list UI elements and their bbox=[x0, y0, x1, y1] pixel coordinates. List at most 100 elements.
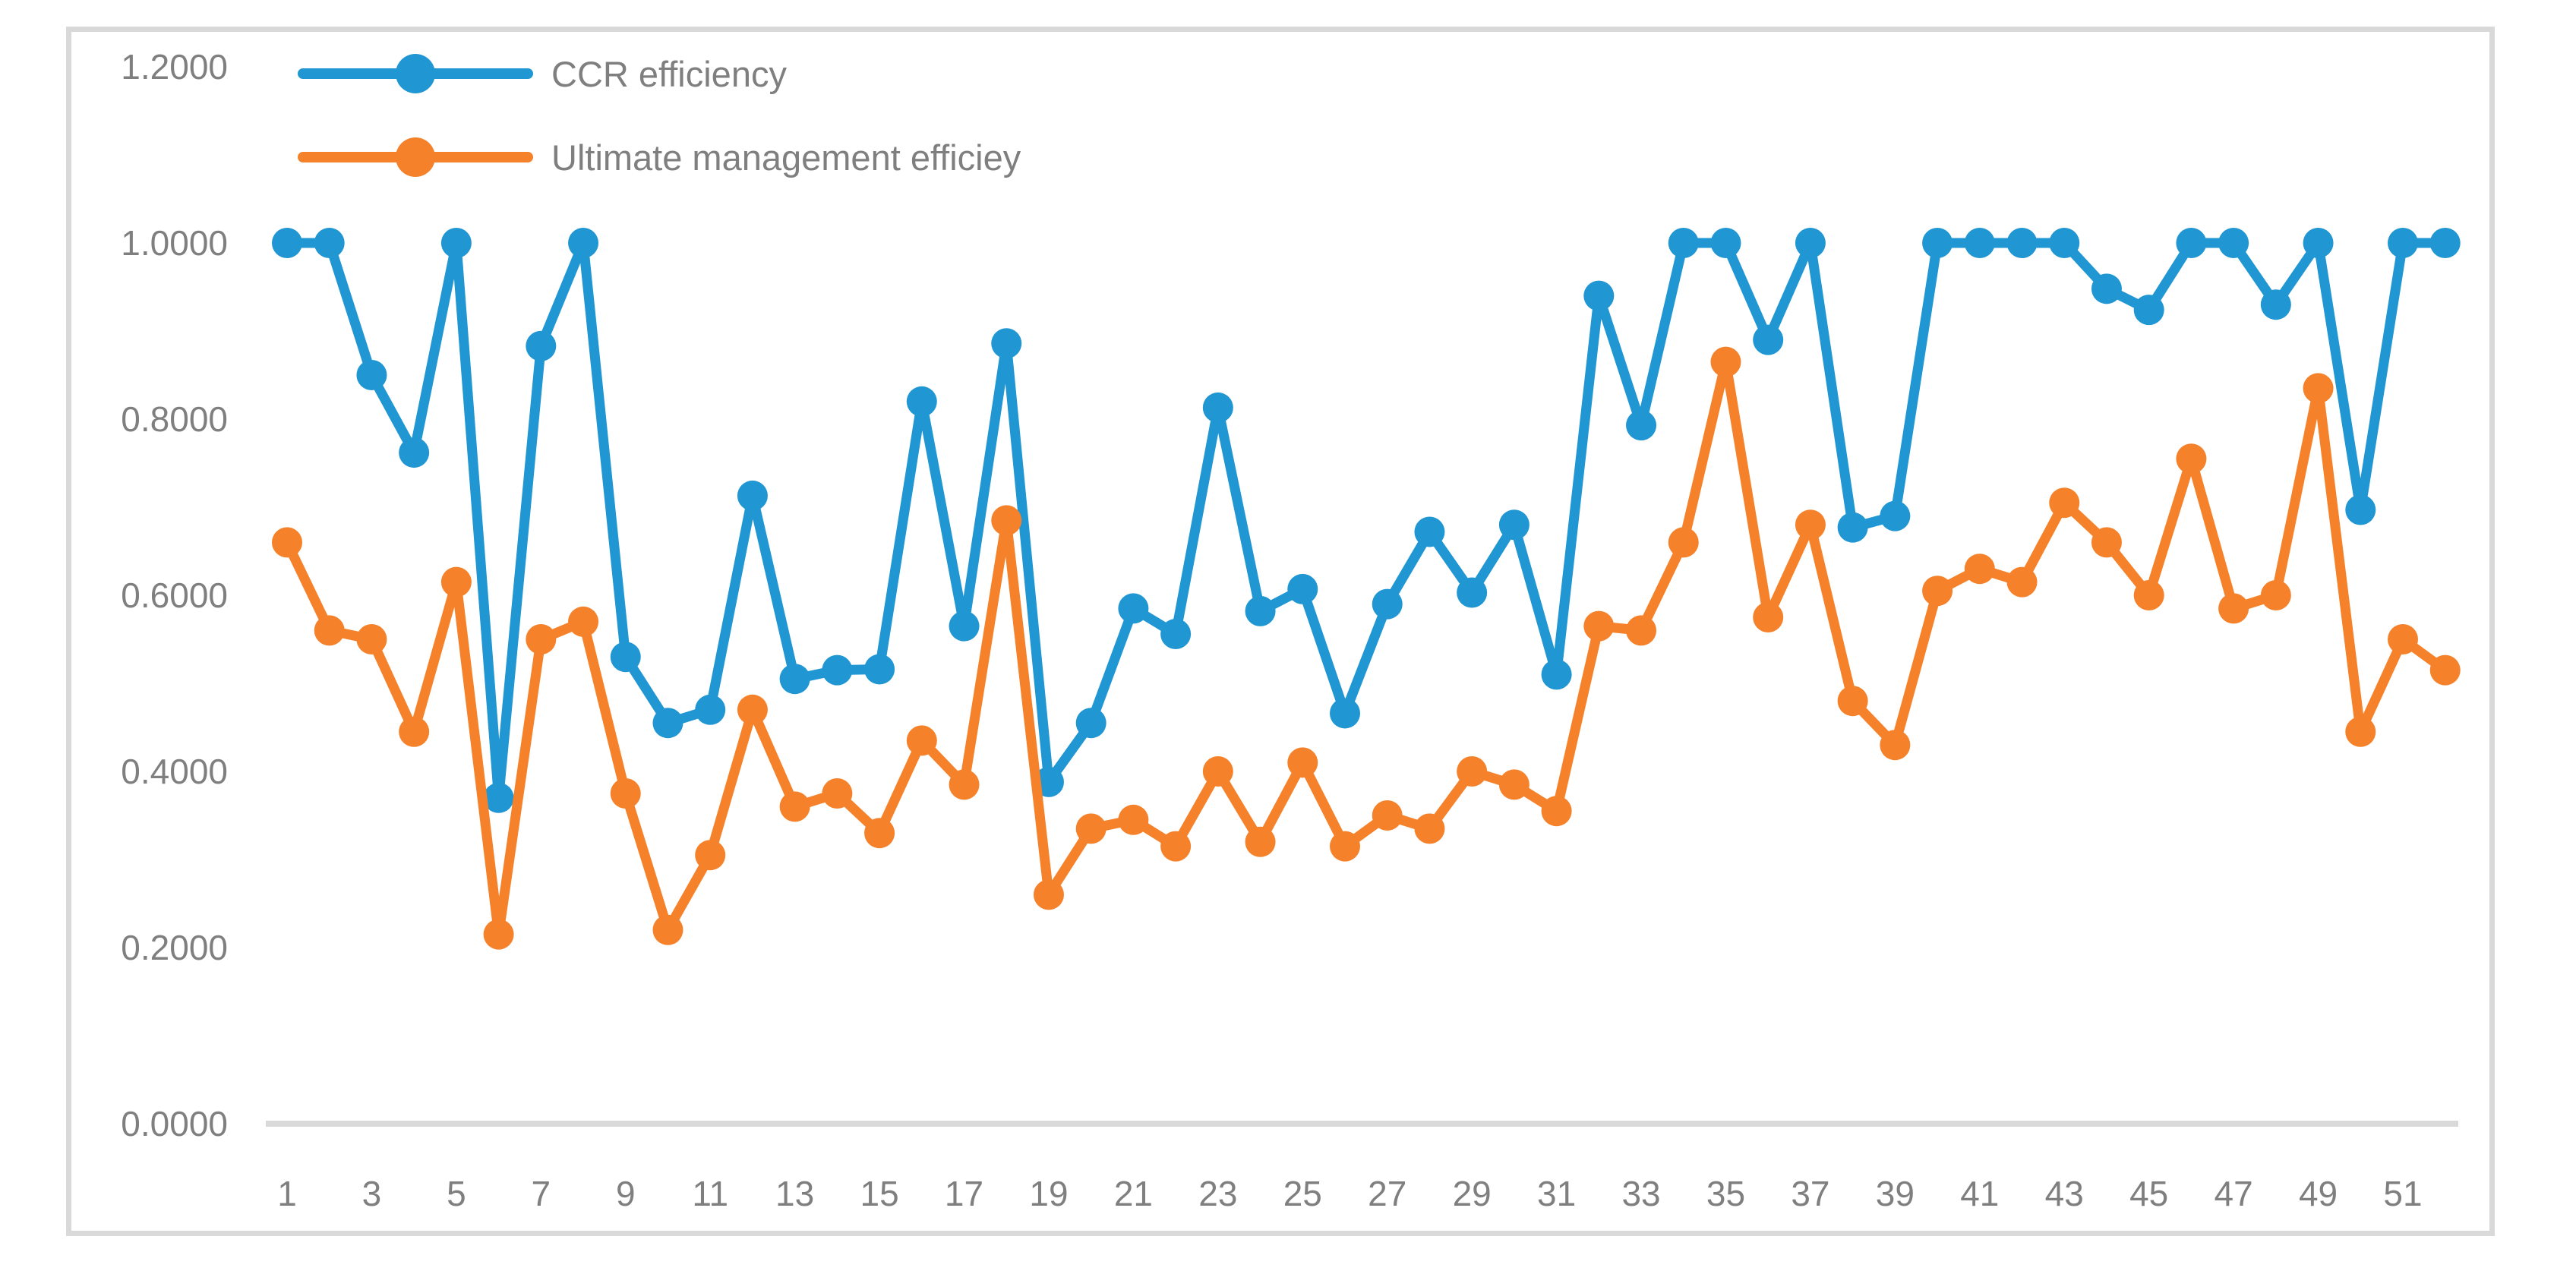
data-point-marker-ultimate[interactable] bbox=[272, 527, 302, 558]
data-point-marker-ccr[interactable] bbox=[1245, 595, 1276, 626]
data-point-marker-ccr[interactable] bbox=[822, 654, 853, 686]
data-point-marker-ccr[interactable] bbox=[1710, 228, 1741, 258]
data-point-marker-ccr[interactable] bbox=[906, 386, 937, 417]
data-point-marker-ccr[interactable] bbox=[1837, 512, 1868, 543]
data-point-marker-ultimate[interactable] bbox=[2049, 487, 2080, 519]
data-point-marker-ccr[interactable] bbox=[1964, 228, 1995, 258]
data-point-marker-ccr[interactable] bbox=[2176, 228, 2207, 258]
data-point-marker-ccr[interactable] bbox=[2091, 273, 2122, 304]
data-point-marker-ultimate[interactable] bbox=[1795, 509, 1826, 541]
data-point-marker-ultimate[interactable] bbox=[2091, 527, 2122, 558]
data-point-marker-ccr[interactable] bbox=[1160, 619, 1192, 650]
data-point-marker-ccr[interactable] bbox=[2218, 228, 2249, 258]
data-point-marker-ultimate[interactable] bbox=[1583, 610, 1615, 642]
data-point-marker-ccr[interactable] bbox=[1457, 577, 1488, 608]
data-point-marker-ultimate[interactable] bbox=[1457, 756, 1488, 787]
data-point-marker-ccr[interactable] bbox=[1922, 228, 1953, 258]
data-point-marker-ultimate[interactable] bbox=[1245, 826, 1276, 857]
data-point-marker-ccr[interactable] bbox=[2133, 295, 2164, 326]
data-point-marker-ccr[interactable] bbox=[272, 228, 302, 258]
data-point-marker-ultimate[interactable] bbox=[1160, 831, 1192, 862]
data-point-marker-ultimate[interactable] bbox=[822, 778, 853, 809]
data-point-marker-ccr[interactable] bbox=[1075, 708, 1106, 739]
data-point-marker-ccr[interactable] bbox=[610, 642, 641, 673]
data-point-marker-ccr[interactable] bbox=[2429, 228, 2461, 258]
data-point-marker-ultimate[interactable] bbox=[1964, 554, 1995, 585]
data-point-marker-ccr[interactable] bbox=[1880, 500, 1911, 531]
data-point-marker-ccr[interactable] bbox=[2303, 228, 2334, 258]
data-point-marker-ultimate[interactable] bbox=[2388, 624, 2418, 654]
data-point-marker-ccr[interactable] bbox=[695, 694, 726, 725]
data-point-marker-ultimate[interactable] bbox=[1837, 686, 1868, 717]
data-point-marker-ccr[interactable] bbox=[1414, 516, 1445, 547]
data-point-marker-ccr[interactable] bbox=[1372, 588, 1403, 620]
data-point-marker-ccr[interactable] bbox=[1498, 509, 1530, 541]
data-point-marker-ultimate[interactable] bbox=[1753, 602, 1784, 632]
data-point-marker-ccr[interactable] bbox=[991, 328, 1022, 359]
data-point-marker-ultimate[interactable] bbox=[2006, 566, 2038, 598]
data-point-marker-ccr[interactable] bbox=[779, 664, 810, 695]
data-point-marker-ccr[interactable] bbox=[314, 228, 345, 258]
data-point-marker-ccr[interactable] bbox=[526, 330, 557, 361]
data-point-marker-ccr[interactable] bbox=[2049, 228, 2080, 258]
data-point-marker-ccr[interactable] bbox=[1330, 698, 1360, 729]
data-point-marker-ultimate[interactable] bbox=[991, 505, 1022, 536]
data-point-marker-ccr[interactable] bbox=[864, 654, 895, 685]
data-point-marker-ultimate[interactable] bbox=[1541, 796, 1572, 827]
data-point-marker-ccr[interactable] bbox=[737, 480, 768, 511]
data-point-marker-ccr[interactable] bbox=[568, 228, 599, 258]
data-point-marker-ultimate[interactable] bbox=[1202, 756, 1233, 787]
data-point-marker-ultimate[interactable] bbox=[399, 716, 430, 747]
data-point-marker-ultimate[interactable] bbox=[1330, 831, 1360, 862]
data-point-marker-ccr[interactable] bbox=[652, 708, 683, 739]
data-point-marker-ultimate[interactable] bbox=[1626, 615, 1657, 646]
data-point-marker-ultimate[interactable] bbox=[2429, 654, 2461, 686]
data-point-marker-ultimate[interactable] bbox=[2345, 716, 2376, 747]
data-point-marker-ccr[interactable] bbox=[1626, 410, 1657, 441]
data-point-marker-ultimate[interactable] bbox=[1075, 813, 1106, 844]
data-point-marker-ultimate[interactable] bbox=[1372, 800, 1403, 831]
data-point-marker-ultimate[interactable] bbox=[2303, 373, 2334, 404]
data-point-marker-ccr[interactable] bbox=[2006, 228, 2038, 258]
data-point-marker-ccr[interactable] bbox=[440, 228, 472, 258]
data-point-marker-ultimate[interactable] bbox=[1880, 730, 1911, 761]
data-point-marker-ultimate[interactable] bbox=[1922, 576, 1953, 607]
data-point-marker-ultimate[interactable] bbox=[2133, 580, 2164, 610]
data-point-marker-ultimate[interactable] bbox=[652, 914, 683, 945]
data-point-marker-ultimate[interactable] bbox=[1414, 813, 1445, 844]
data-point-marker-ccr[interactable] bbox=[2388, 228, 2418, 258]
data-point-marker-ultimate[interactable] bbox=[695, 840, 726, 871]
data-point-marker-ccr[interactable] bbox=[1583, 280, 1615, 311]
data-point-marker-ccr[interactable] bbox=[399, 437, 430, 468]
data-point-marker-ultimate[interactable] bbox=[1498, 769, 1530, 800]
data-point-marker-ccr[interactable] bbox=[1202, 392, 1233, 423]
data-point-marker-ultimate[interactable] bbox=[2218, 593, 2249, 624]
data-point-marker-ultimate[interactable] bbox=[1710, 346, 1741, 377]
data-point-marker-ultimate[interactable] bbox=[1668, 527, 1699, 558]
data-point-marker-ccr[interactable] bbox=[1118, 593, 1149, 624]
data-point-marker-ultimate[interactable] bbox=[2176, 443, 2207, 475]
data-point-marker-ccr[interactable] bbox=[356, 360, 387, 390]
data-point-marker-ccr[interactable] bbox=[1287, 573, 1318, 604]
data-point-marker-ccr[interactable] bbox=[1541, 659, 1572, 690]
data-point-marker-ultimate[interactable] bbox=[906, 725, 937, 756]
data-point-marker-ccr[interactable] bbox=[1668, 228, 1699, 258]
data-point-marker-ultimate[interactable] bbox=[440, 566, 472, 598]
data-point-marker-ultimate[interactable] bbox=[356, 624, 387, 654]
data-point-marker-ultimate[interactable] bbox=[1118, 804, 1149, 835]
data-point-marker-ultimate[interactable] bbox=[610, 778, 641, 809]
data-point-marker-ultimate[interactable] bbox=[314, 615, 345, 646]
data-point-marker-ccr[interactable] bbox=[483, 782, 514, 813]
data-point-marker-ccr[interactable] bbox=[949, 610, 980, 642]
data-point-marker-ultimate[interactable] bbox=[1033, 879, 1064, 910]
data-point-marker-ultimate[interactable] bbox=[2260, 580, 2291, 610]
data-point-marker-ultimate[interactable] bbox=[949, 769, 980, 800]
data-point-marker-ultimate[interactable] bbox=[1287, 747, 1318, 778]
data-point-marker-ultimate[interactable] bbox=[526, 624, 557, 654]
data-point-marker-ultimate[interactable] bbox=[737, 694, 768, 725]
data-point-marker-ccr[interactable] bbox=[1753, 324, 1784, 355]
data-point-marker-ccr[interactable] bbox=[1795, 228, 1826, 258]
data-point-marker-ultimate[interactable] bbox=[864, 818, 895, 849]
data-point-marker-ultimate[interactable] bbox=[568, 606, 599, 637]
data-point-marker-ultimate[interactable] bbox=[483, 919, 514, 950]
